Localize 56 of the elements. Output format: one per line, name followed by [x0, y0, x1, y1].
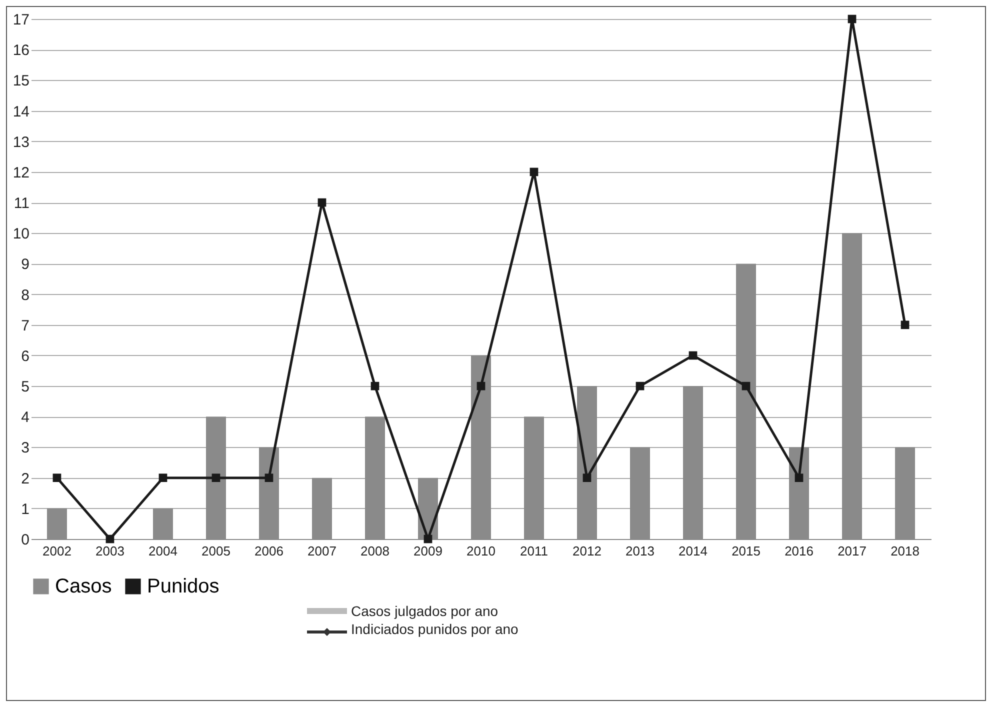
y-tick-label: 2 — [21, 470, 30, 488]
y-tick-label: 9 — [21, 256, 30, 274]
y-tick-label: 16 — [12, 42, 30, 60]
x-tick-label: 2014 — [678, 544, 708, 558]
x-tick-label: 2010 — [466, 544, 496, 558]
y-tick-label: 14 — [12, 103, 30, 120]
x-tick-label: 2004 — [148, 544, 178, 558]
point — [212, 474, 220, 482]
point — [848, 14, 856, 24]
point — [424, 534, 432, 544]
point — [900, 320, 910, 330]
y-tick-label: 13 — [12, 134, 30, 151]
y-tick-label: 3 — [21, 440, 30, 457]
x-tick-label: 2012 — [572, 544, 602, 558]
point — [636, 382, 644, 390]
y-tick-label: 17 — [12, 12, 30, 28]
x-tick-label: 2003 — [96, 544, 124, 558]
point — [158, 474, 168, 482]
point — [106, 534, 114, 544]
y-tick-label: 1 — [21, 500, 30, 518]
text: Indiciados punidos por ano — [351, 621, 518, 637]
y-tick-label: 4 — [21, 409, 30, 426]
x-tick-label: 2009 — [414, 544, 442, 558]
y-tick-label: 12 — [12, 164, 30, 182]
x-tick-label: 2017 — [838, 544, 866, 558]
x-tick-label: 2006 — [254, 544, 284, 558]
point — [530, 168, 538, 176]
legend-label: Casos — [55, 575, 112, 598]
point — [794, 474, 804, 482]
point — [370, 382, 380, 390]
x-tick-label: 2013 — [626, 544, 654, 558]
x-tick-label: 2002 — [42, 544, 72, 558]
x-tick-label: 2016 — [784, 544, 814, 558]
x-tick-label: 2007 — [308, 544, 336, 558]
text: Casos julgados por ano — [351, 603, 498, 619]
y-tick-label: 15 — [12, 72, 30, 90]
point — [318, 198, 326, 207]
point — [52, 474, 62, 482]
point — [264, 474, 274, 482]
y-tick-label: 10 — [12, 226, 30, 243]
point — [582, 474, 592, 482]
legend-label: Punidos — [147, 575, 220, 598]
x-tick-label: 2011 — [520, 544, 548, 558]
point — [476, 382, 486, 390]
x-tick-label: 2005 — [202, 544, 230, 558]
y-tick-label: 6 — [21, 348, 30, 365]
x-tick-label: 2008 — [360, 544, 390, 558]
point — [688, 351, 698, 360]
y-tick-label: 8 — [21, 286, 30, 304]
x-tick-label: 2015 — [732, 544, 760, 558]
x-tick-label: 2018 — [890, 544, 920, 558]
point — [742, 382, 750, 390]
y-tick-label: 0 — [21, 532, 30, 548]
y-tick-label: 11 — [14, 195, 30, 212]
y-tick-label: 5 — [21, 378, 30, 396]
y-tick-label: 7 — [21, 317, 30, 334]
